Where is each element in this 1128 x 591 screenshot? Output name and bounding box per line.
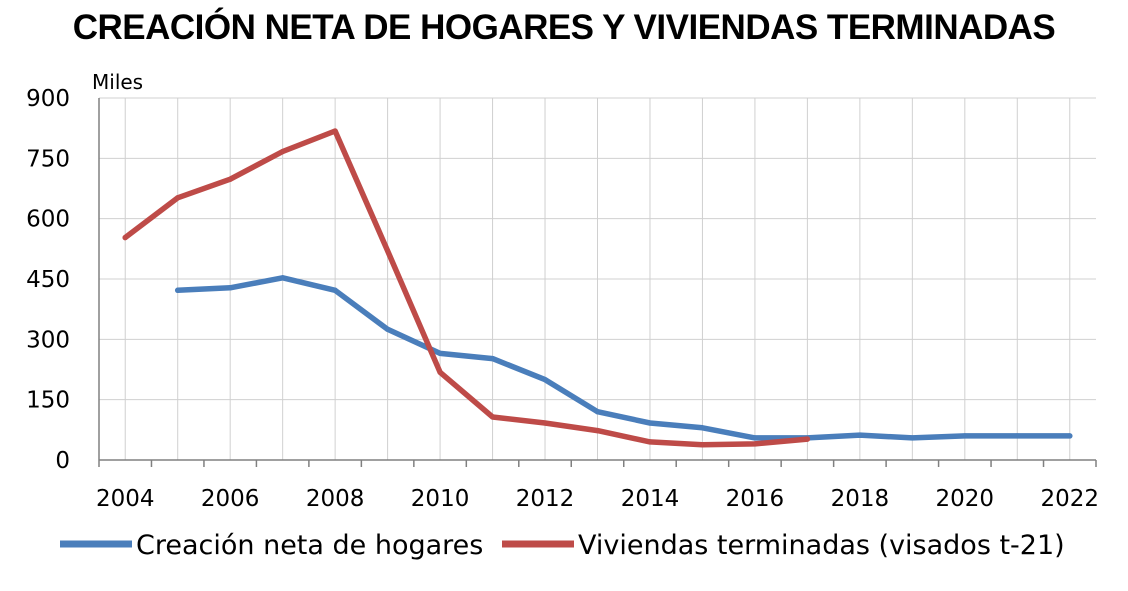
y-tick-label: 0 <box>55 448 70 474</box>
data-point <box>647 439 653 445</box>
chart-title: CREACIÓN NETA DE HOGARES Y VIVIENDAS TER… <box>72 8 1056 47</box>
series-line-2 <box>122 128 811 448</box>
data-point <box>175 195 181 201</box>
data-point <box>122 234 128 241</box>
data-point <box>489 414 496 420</box>
series-line-1 <box>174 275 1073 441</box>
y-unit-label: Miles <box>92 70 143 94</box>
y-tick-label: 150 <box>26 388 70 414</box>
x-tick-label: 2012 <box>516 486 575 512</box>
data-point <box>699 425 706 431</box>
series-lines <box>122 128 1073 448</box>
data-point <box>594 428 601 434</box>
data-point <box>909 435 915 441</box>
y-tick-label: 750 <box>26 146 70 172</box>
data-point <box>857 432 863 438</box>
data-point <box>647 420 653 426</box>
data-point <box>437 350 443 357</box>
data-point <box>437 369 443 375</box>
data-point <box>385 326 391 332</box>
data-point <box>280 275 286 281</box>
x-tick-label: 2020 <box>936 486 995 512</box>
data-point <box>542 420 548 426</box>
y-tick-label: 300 <box>26 327 70 353</box>
data-point <box>175 287 181 293</box>
data-point <box>332 287 338 293</box>
data-point <box>594 409 601 415</box>
x-tick-label: 2008 <box>306 486 365 512</box>
data-point <box>1014 433 1020 439</box>
gridlines <box>99 97 1096 460</box>
legend-label-1: Creación neta de hogares <box>136 530 483 561</box>
data-point <box>489 356 496 362</box>
data-point <box>699 442 706 448</box>
x-tick-label: 2010 <box>411 486 470 512</box>
data-point <box>752 435 758 441</box>
data-point <box>542 376 548 383</box>
data-point <box>962 433 968 439</box>
x-tick-label: 2006 <box>201 486 260 512</box>
data-point <box>280 148 286 155</box>
x-tick-label: 2016 <box>726 486 785 512</box>
data-point <box>752 441 758 447</box>
y-tick-label: 450 <box>26 267 70 293</box>
x-tick-label: 2018 <box>831 486 890 512</box>
data-point <box>332 128 338 134</box>
legend-label-2: Viviendas terminadas (visados t-21) <box>578 530 1065 561</box>
legend: Creación neta de hogares Viviendas termin… <box>60 530 1065 561</box>
x-tick-label: 2004 <box>96 486 155 512</box>
y-tick-label: 600 <box>26 207 70 233</box>
x-tick-label: 2014 <box>621 486 680 512</box>
data-point <box>804 436 810 442</box>
y-tick-label: 900 <box>26 86 70 112</box>
x-tick-label: 2022 <box>1040 486 1099 512</box>
data-point <box>227 285 233 291</box>
data-point <box>385 248 391 254</box>
axes: 0 150 300 450 600 750 900 2004 2006 2008 2010 2012 2… <box>26 86 1099 512</box>
data-point <box>1067 433 1073 439</box>
data-point <box>227 176 233 182</box>
